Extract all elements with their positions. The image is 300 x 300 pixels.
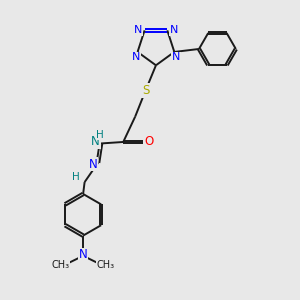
Text: O: O [144,136,153,148]
Text: N: N [88,158,97,171]
Text: N: N [134,25,142,35]
Text: CH₃: CH₃ [96,260,115,270]
Text: H: H [72,172,80,182]
Text: N: N [172,52,180,62]
Text: N: N [132,52,140,62]
Text: N: N [170,25,178,35]
Text: H: H [97,130,104,140]
Text: N: N [91,136,100,148]
Text: N: N [79,248,88,261]
Text: S: S [142,84,149,97]
Text: CH₃: CH₃ [52,260,70,270]
